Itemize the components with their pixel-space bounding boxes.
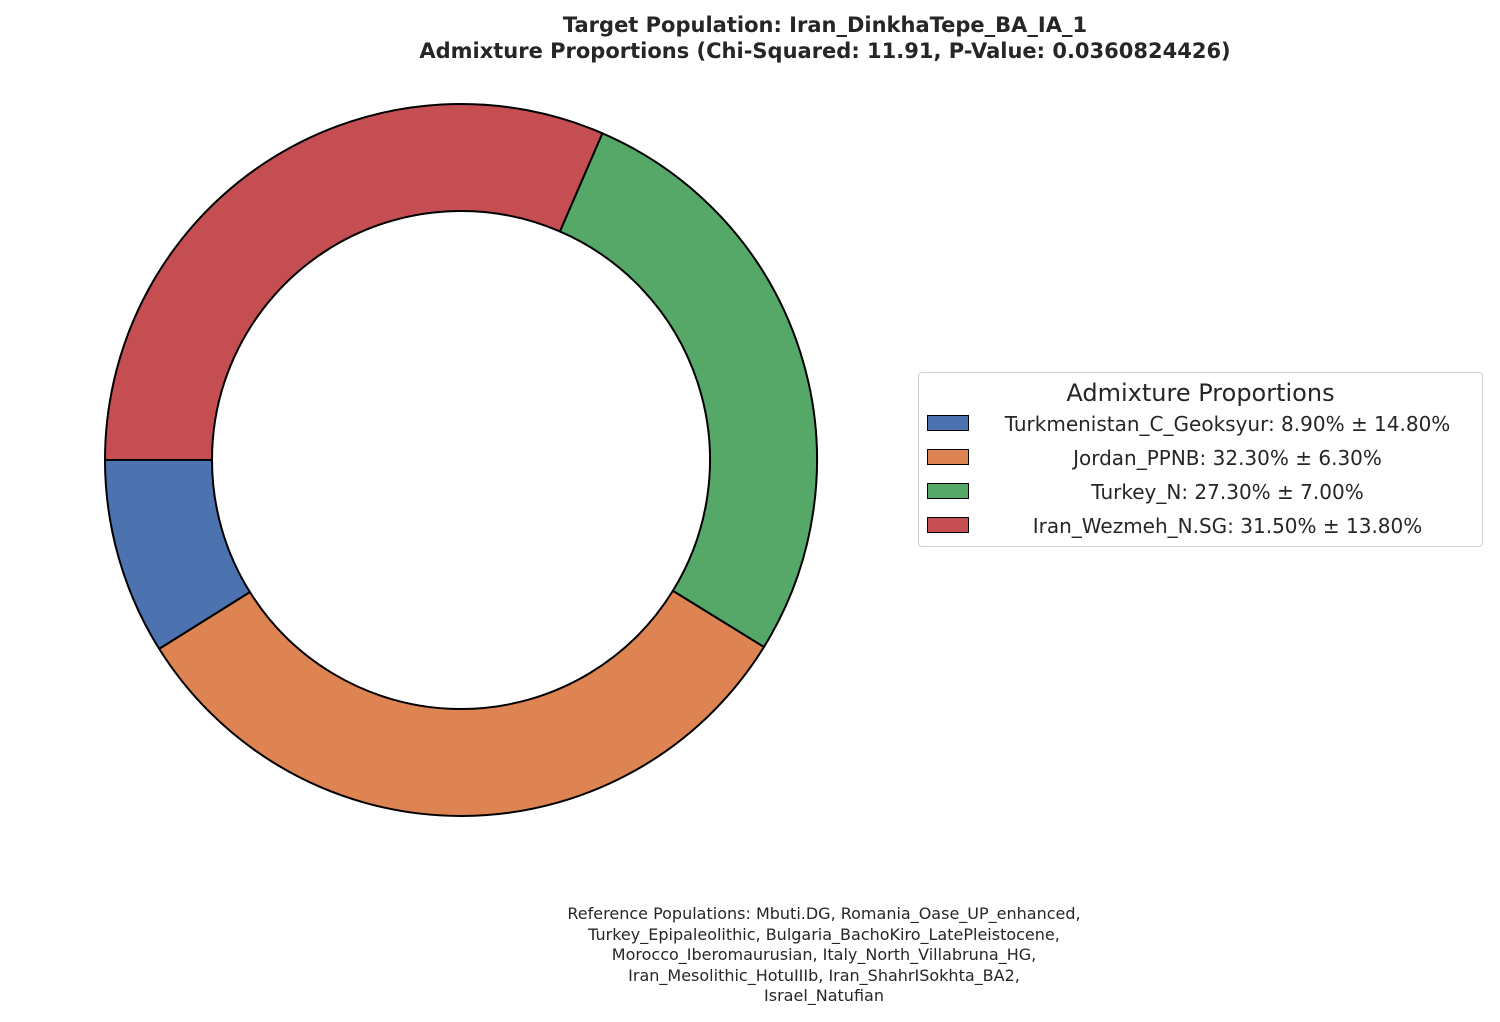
donut-slice-jordan-ppnb <box>158 589 765 817</box>
legend-swatch-turkey <box>927 483 969 499</box>
legend-label: Turkmenistan_C_Geoksyur: 8.90% ± 14.80% <box>1004 412 1451 436</box>
legend-swatch-turkmenistan <box>927 415 969 431</box>
chart-title-block: Target Population: Iran_DinkhaTepe_BA_IA… <box>0 12 1500 64</box>
legend-item: Turkey_N: 27.30% ± 7.00% <box>919 475 1482 509</box>
footnote-line: Morocco_Iberomaurusian, Italy_North_Vill… <box>611 945 1037 964</box>
chart-title: Target Population: Iran_DinkhaTepe_BA_IA… <box>562 13 1088 37</box>
legend-swatch-iran <box>927 517 969 533</box>
legend-swatch-jordan <box>927 449 969 465</box>
legend-label: Jordan_PPNB: 32.30% ± 6.30% <box>1073 446 1382 470</box>
legend-item: Jordan_PPNB: 32.30% ± 6.30% <box>919 441 1482 475</box>
reference-populations-note: Reference Populations: Mbuti.DG, Romania… <box>474 904 1174 1007</box>
chart-subtitle: Admixture Proportions (Chi-Squared: 11.9… <box>419 39 1231 63</box>
legend-label: Iran_Wezmeh_N.SG: 31.50% ± 13.80% <box>1032 514 1423 538</box>
footnote-line: Turkey_Epipaleolithic, Bulgaria_BachoKir… <box>588 924 1060 944</box>
footnote-line: Reference Populations: Mbuti.DG, Romania… <box>567 904 1081 923</box>
legend-label: Turkey_N: 27.30% ± 7.00% <box>1091 480 1364 504</box>
footnote-line: Israel_Natufian <box>764 986 884 1005</box>
donut-slices <box>104 103 818 817</box>
legend-title: Admixture Proportions <box>1066 379 1335 407</box>
donut-slice-iran-wezmeh-n-sg <box>104 103 604 461</box>
legend-item: Turkmenistan_C_Geoksyur: 8.90% ± 14.80% <box>919 407 1482 441</box>
legend: Admixture Proportions Turkmenistan_C_Geo… <box>918 372 1483 547</box>
footnote-line: Iran_Mesolithic_HotuIIIb, Iran_ShahrISok… <box>628 965 1020 985</box>
legend-item: Iran_Wezmeh_N.SG: 31.50% ± 13.80% <box>919 509 1482 543</box>
donut-slice-turkey-n <box>558 132 818 648</box>
